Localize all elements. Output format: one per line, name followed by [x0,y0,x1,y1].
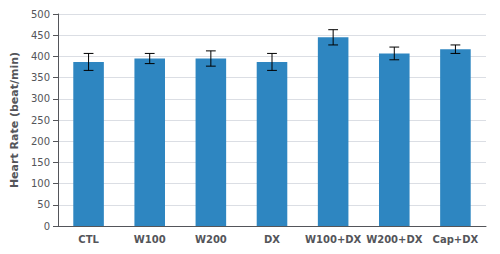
svg-text:100: 100 [31,178,50,189]
svg-text:W200: W200 [195,234,227,245]
svg-text:200: 200 [31,136,50,147]
svg-text:W200+DX: W200+DX [366,234,423,245]
svg-text:250: 250 [31,115,50,126]
svg-text:CTL: CTL [78,234,99,245]
svg-text:400: 400 [31,51,50,62]
svg-text:50: 50 [37,199,50,210]
svg-text:0: 0 [44,221,50,232]
svg-text:W100+DX: W100+DX [305,234,362,245]
svg-text:350: 350 [31,72,50,83]
svg-text:Cap+DX: Cap+DX [433,234,479,245]
svg-text:450: 450 [31,30,50,41]
svg-text:DX: DX [264,234,280,245]
svg-text:500: 500 [31,9,50,20]
svg-text:W100: W100 [134,234,166,245]
svg-text:150: 150 [31,157,50,168]
svg-text:300: 300 [31,93,50,104]
svg-text:Heart Rate (beat/min): Heart Rate (beat/min) [8,52,21,188]
